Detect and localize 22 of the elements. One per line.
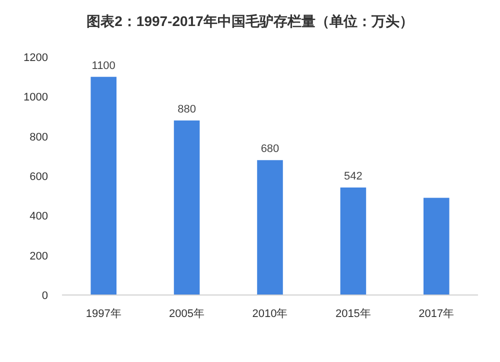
data-label: 542 (344, 170, 362, 183)
x-tick-label: 2005年 (169, 308, 205, 320)
x-tick-label: 2015年 (335, 308, 371, 320)
data-label: 680 (260, 143, 280, 156)
chart-title: 图表2：1997-2017年中国毛驴存栏量（单位：万头） (86, 13, 414, 29)
bar (90, 76, 116, 295)
y-tick-label: 400 (30, 210, 48, 223)
bar (174, 120, 200, 295)
bar (424, 198, 450, 295)
bar (340, 188, 366, 295)
data-label: 1100 (92, 60, 116, 72)
y-tick-label: 1000 (24, 92, 48, 104)
y-tick-label: 600 (30, 171, 48, 183)
x-tick-label: 2017年 (418, 308, 454, 320)
x-tick-label: 1997年 (86, 308, 122, 320)
bar (257, 160, 283, 295)
x-tick-label: 2010年 (252, 308, 288, 320)
y-tick-label: 0 (42, 290, 48, 302)
y-tick-label: 1200 (24, 52, 48, 64)
y-tick-label: 800 (30, 131, 48, 144)
data-label: 880 (178, 103, 196, 116)
y-tick-label: 200 (30, 250, 48, 262)
